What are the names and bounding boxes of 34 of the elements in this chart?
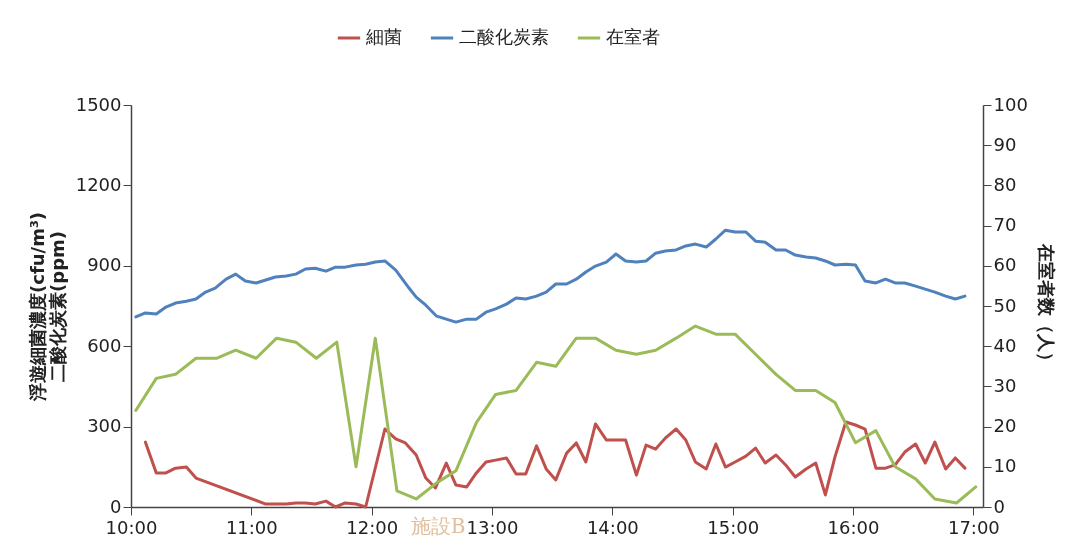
line-series (143, 420, 967, 509)
y2-tick-label: 10 (993, 455, 1017, 477)
x-tick-label: 17:00 (947, 516, 1000, 538)
text: 施設B (410, 514, 466, 538)
y2-tick-label: 20 (993, 415, 1017, 437)
y-tick-label: 900 (87, 254, 122, 276)
y2-tick-label: 30 (993, 374, 1017, 396)
y2-tick-label: 80 (993, 173, 1017, 195)
y-tick-label: 300 (87, 415, 122, 437)
y-tick-label: 1200 (75, 173, 122, 195)
y2-tick-label: 70 (993, 214, 1017, 236)
y-tick-label: 600 (87, 334, 122, 356)
x-tick-label: 14:00 (586, 516, 639, 538)
legend-label: 在室者 (606, 26, 660, 47)
line-series (134, 324, 978, 505)
y-tick-label: 1500 (75, 93, 122, 115)
y2-tick-label: 60 (993, 254, 1017, 276)
y2-tick-label: 40 (993, 334, 1017, 356)
x-tick-label: 15:00 (707, 516, 760, 538)
legend-label: 細菌 (365, 26, 402, 47)
line-series (134, 228, 967, 324)
x-tick-label: 10:00 (105, 516, 158, 538)
y-tick-label: 0 (110, 495, 122, 517)
y2-tick-label: 100 (993, 93, 1028, 115)
y2-tick-label: 90 (993, 133, 1017, 155)
x-tick-label: 11:00 (225, 516, 278, 538)
y2-tick-label: 50 (993, 294, 1017, 316)
y2-tick-label: 0 (993, 495, 1005, 517)
y-axis-title: 浮遊細菌濃度(cfu/m³) 二酸化炭素(ppm) (26, 212, 68, 402)
x-tick-label: 13:00 (466, 516, 519, 538)
y2-axis-title: 在室者数（人） (1035, 242, 1057, 370)
x-tick-label: 16:00 (827, 516, 880, 538)
legend-label: 二酸化炭素 (459, 26, 549, 47)
x-tick-label: 12:00 (346, 516, 399, 538)
